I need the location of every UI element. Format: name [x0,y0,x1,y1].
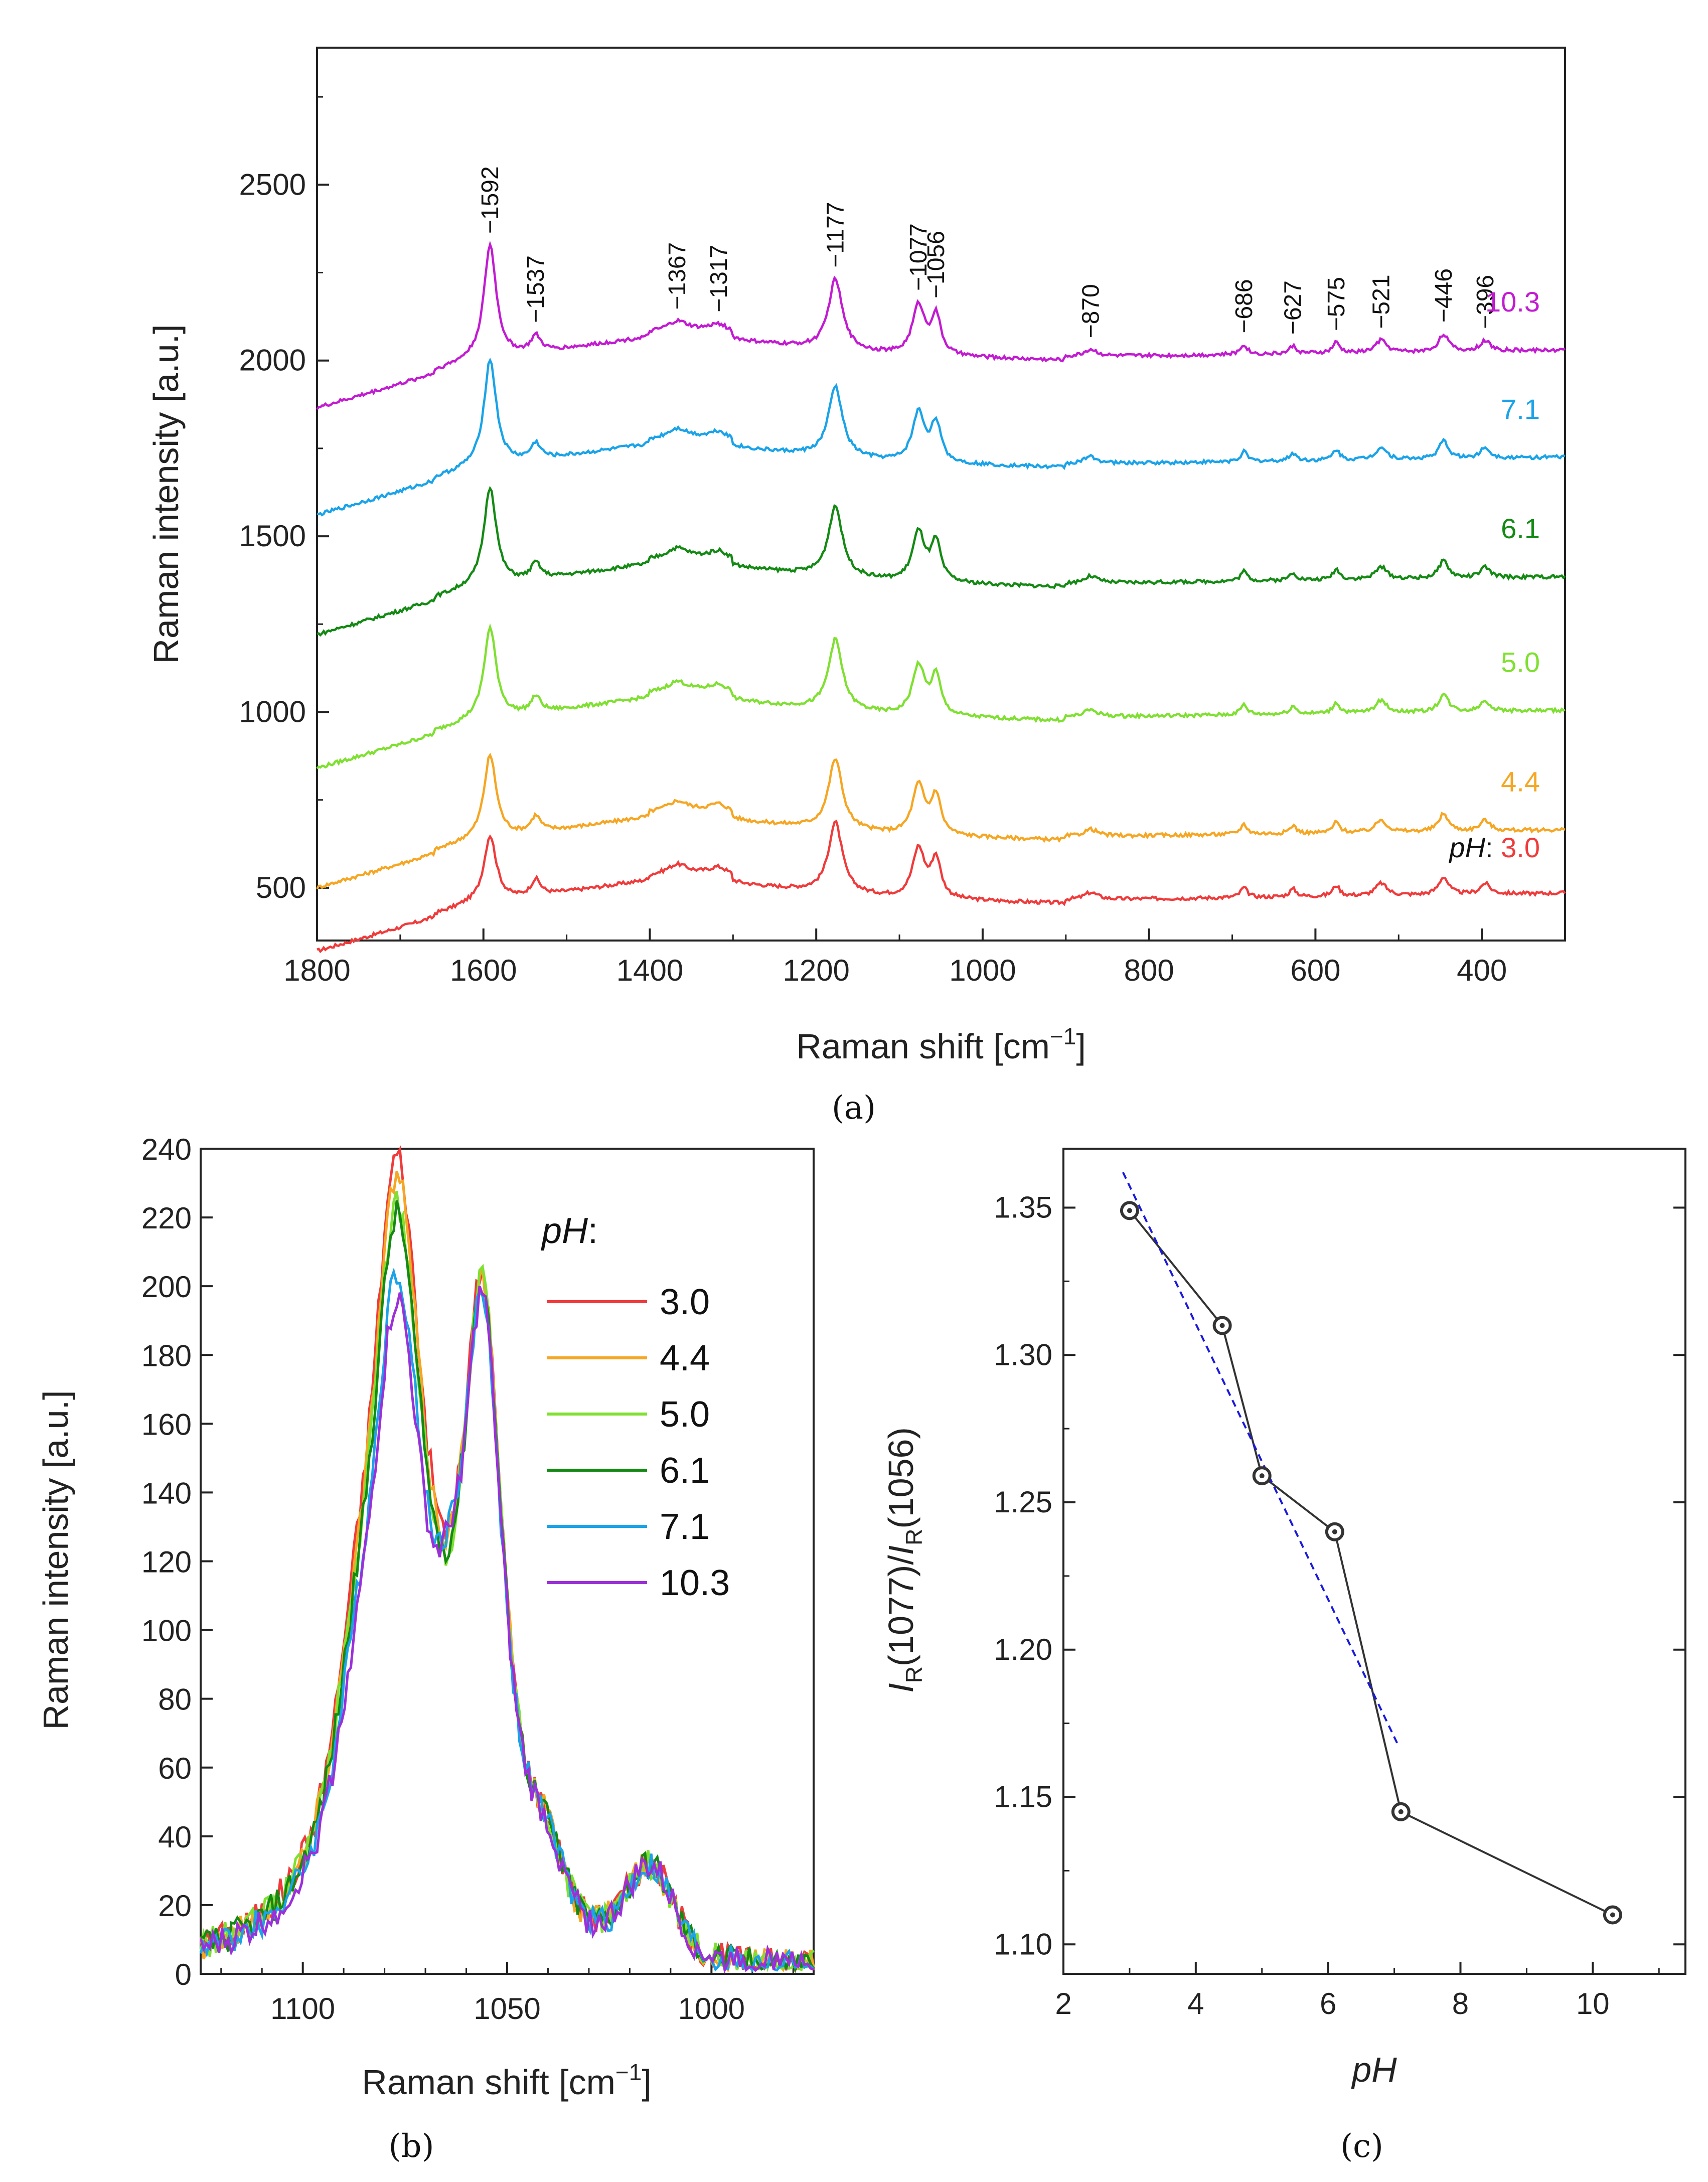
panel-c-ratio-vs-ph: 2 4 6 8 10 1.10 1.15 1.20 1.25 1.30 1.35 pH IR(107… [881,1148,1686,2165]
panel-c-plot-frame [1062,1148,1686,1975]
panel-a-ph-label: 5.0 [1501,646,1540,678]
panel-a-ph-prefix: pH: 3.0 [1448,832,1540,863]
panel-a-peak-label: −627 [1280,280,1307,335]
panel-c-data-point [1120,1201,1139,1220]
panel-c-y-tick-label: 1.35 [994,1191,1052,1224]
panel-c-x-tick-label: 4 [1187,1987,1204,2020]
panel-a-spectrum-ph-3.0 [317,819,1566,954]
panel-a-plot-frame [316,47,1566,942]
panel-a-x-tick-label: 1600 [450,954,517,987]
panel-b-y-tick-label: 100 [141,1614,192,1648]
panel-a-ph-label: 10.3 [1485,286,1540,318]
panel-a-peak-label: −575 [1323,277,1350,331]
panel-c-x-tick-label: 6 [1320,1987,1336,2020]
panel-b-y-tick-label: 160 [141,1408,192,1441]
panel-a-y-tick-label: 1500 [239,519,306,553]
panel-b-y-tick-label: 140 [141,1476,192,1510]
panel-a-x-tick-label: 400 [1457,954,1507,987]
panel-b-y-tick-label: 120 [141,1545,192,1579]
panel-c-y-axis-label: IR(1077)/IR(1056) [881,1427,927,1693]
panel-b-zoomed-spectra: 1100 1050 1000 0 20 40 60 80 100 120 140 160 180 200 2… [36,1133,815,2165]
panel-c-y-tick-label: 1.20 [994,1633,1052,1666]
panel-a-peak-label: −1317 [706,245,732,313]
panel-a-spectrum-ph-5.0 [316,623,1566,769]
panel-c-x-tick-label: 8 [1452,1987,1469,2020]
panel-b-x-tick-label: 1000 [678,1992,745,2025]
panel-c-label: (c) [1340,2128,1383,2165]
panel-a-spectrum-ph-7.1 [317,357,1566,517]
panel-c-y-tick-label: 1.25 [994,1485,1052,1519]
panel-b-plot-frame [200,1148,815,1975]
panel-a-peak-label: −1592 [477,166,504,234]
panel-a-peak-label: −521 [1368,274,1394,329]
panel-b-y-tick-label: 40 [158,1820,192,1854]
panel-c-y-tick-label: 1.10 [994,1927,1052,1961]
panel-a-x-tick-label: 1200 [783,954,849,987]
panel-b-legend-title: pH: [541,1211,598,1251]
panel-b-y-tick-label: 180 [141,1339,192,1372]
panel-c-y-tick-label: 1.15 [994,1780,1052,1814]
panel-b-y-axis-label: Raman intensity [a.u.] [36,1390,75,1730]
panel-b-y-tick-label: 220 [141,1201,192,1235]
panel-c-y-tick-label: 1.30 [994,1338,1052,1371]
panel-a-ph-label: 6.1 [1501,513,1540,544]
panel-a-peak-label: −1537 [523,255,549,323]
panel-b-legend-label: 3.0 [660,1282,710,1322]
panel-a-spectrum-ph-10.3 [316,240,1566,410]
panel-c-data-point [1603,1905,1622,1925]
panel-a-peak-label: −446 [1431,268,1457,323]
panel-a-peak-label: −1077 [905,223,932,291]
panel-b-legend-label: 5.0 [660,1394,710,1435]
panel-c-data-point [1391,1802,1411,1821]
panel-a-y-axis-label: Raman intensity [a.u.] [146,325,186,664]
panel-c-data-line [1129,1210,1613,1916]
panel-b-y-tick-label: 240 [141,1133,192,1166]
panel-a-y-tick-label: 500 [256,871,306,904]
panel-b-x-axis-label: Raman shift [cm−1] [362,2059,652,2102]
panel-a-x-axis-label: Raman shift [cm−1] [796,1023,1086,1066]
panel-a-y-tick-label: 2500 [239,168,306,201]
panel-b-y-tick-label: 60 [158,1752,192,1785]
panel-b-x-tick-label: 1100 [270,1992,335,2025]
panel-b-y-tick-label: 20 [158,1889,192,1923]
panel-c-x-axis-label: pH [1351,2050,1397,2089]
panel-a-spectrum-ph-4.4 [316,752,1566,890]
panel-a-peak-label: −686 [1231,279,1258,333]
panel-a-peak-label: −1367 [664,242,691,310]
panel-a-spectrum-ph-6.1 [317,486,1566,637]
panel-a-peak-label: −870 [1078,284,1105,338]
panel-b-y-tick-label: 200 [141,1270,192,1304]
panel-a-peak-label: −1056 [923,231,950,298]
panel-b-legend-label: 7.1 [660,1507,710,1547]
panel-a-x-tick-label: 800 [1124,954,1174,987]
panel-b-x-tick-label: 1050 [474,1992,540,2025]
panel-b-legend-label: 4.4 [660,1338,710,1378]
panel-a-ph-label: 7.1 [1501,393,1540,425]
panel-a-x-tick-label: 1400 [616,954,683,987]
panel-a-x-tick-label: 600 [1290,954,1340,987]
panel-c-x-tick-label: 10 [1576,1987,1610,2020]
panel-c-data-point [1325,1522,1344,1541]
panel-a-x-tick-label: 1800 [283,954,350,987]
panel-a-x-tick-label: 1000 [949,954,1016,987]
panel-a-label: (a) [832,1089,876,1127]
panel-b-label: (b) [389,2128,434,2165]
panel-a-y-tick-label: 1000 [239,695,306,728]
panel-b-y-tick-label: 0 [175,1958,192,1991]
panel-c-x-tick-label: 2 [1055,1987,1071,2020]
panel-a-ph-label: 4.4 [1501,766,1540,798]
panel-b-y-tick-label: 80 [158,1683,192,1717]
panel-b-spectrum-ph-3.0 [200,1145,815,1972]
panel-b-spectrum-ph-10.3 [199,1285,814,1974]
panel-a-peak-label: −396 [1472,275,1499,329]
panel-b-legend-label: 6.1 [660,1451,710,1491]
panel-b-legend-label: 10.3 [660,1563,730,1603]
panel-c-data-point [1212,1316,1232,1335]
panel-c-fit-line [1122,1172,1399,1745]
panel-a-y-tick-label: 2000 [239,344,306,377]
panel-a-spectra: 1800 1600 1400 1200 1000 800 600 400 500 1000 1500… [146,47,1566,1127]
panel-a-peak-label: −1177 [822,202,849,268]
panel-c-data-point [1252,1466,1272,1486]
